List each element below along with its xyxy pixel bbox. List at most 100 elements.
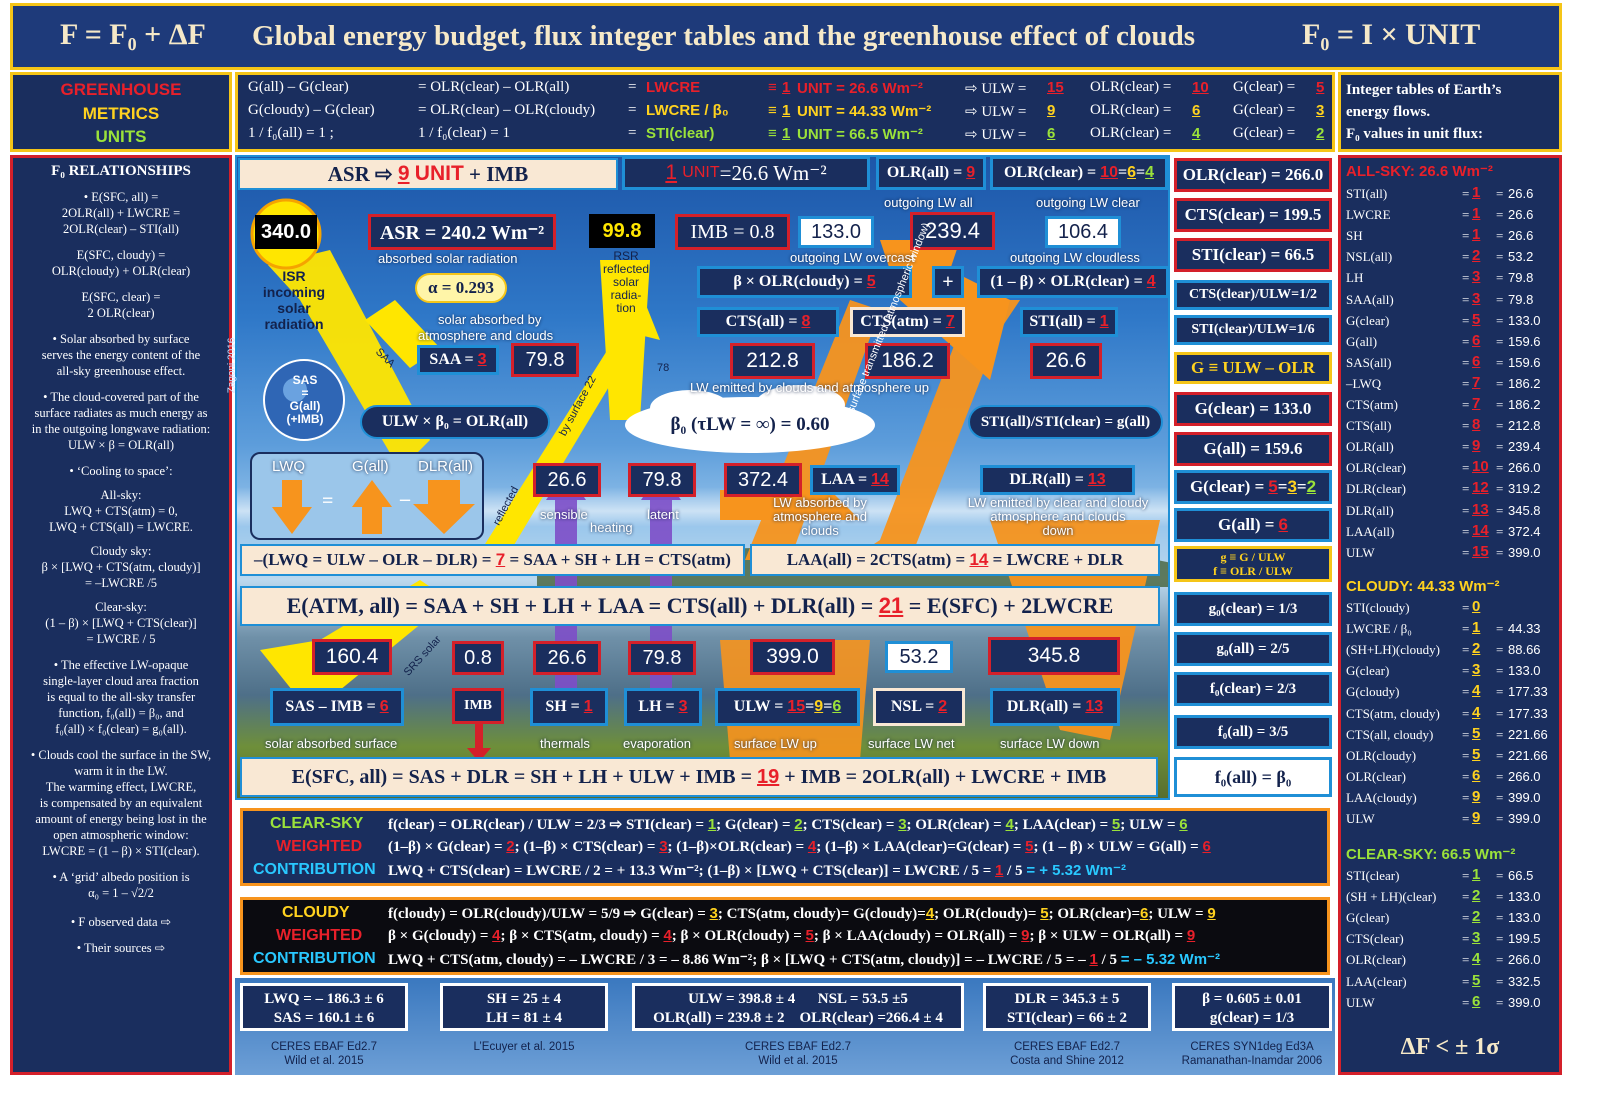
top-row-1-l: G(clear) =: [1233, 79, 1296, 95]
top-row-2-l: G(clear) =: [1233, 102, 1296, 118]
contrib-segment: 3: [898, 816, 907, 833]
left-note-line: = –LWCRE /5: [84, 576, 158, 590]
contrib-row: (1–β) × G(clear) = 2; (1–β) × CTS(clear)…: [388, 838, 1211, 856]
value-26-6-low-box: 26.6: [533, 641, 601, 675]
left-note-line: is equal to the all-sky transfer: [46, 690, 196, 704]
left-note-line: in the outgoing longwave radiation:: [31, 422, 211, 436]
top-row-1-g: UNIT = 26.6 Wm⁻²: [797, 80, 923, 97]
side-box-text: OLR(clear) = 266.0: [1182, 165, 1324, 184]
side-box: G(all) = 6: [1174, 508, 1332, 542]
right-head-box: [1338, 72, 1562, 152]
table-row-equals: =: [1462, 811, 1470, 826]
table-row-integer: 2: [1472, 640, 1481, 658]
table-row-integer: 5: [1472, 745, 1481, 763]
table-row-integer: 2: [1472, 247, 1481, 265]
rsr-label: RSR reflected solar radia-tion: [602, 249, 650, 315]
contrib-segment: 2: [794, 816, 803, 833]
side-box-text: g₀(clear) = 1/3: [1208, 600, 1298, 617]
table-row-integer: 3: [1472, 661, 1481, 679]
left-note-line: Clear-sky:: [95, 600, 147, 614]
table-row-label: OLR(clear): [1346, 768, 1406, 784]
table-row-equals-2: =: [1496, 973, 1504, 989]
left-note-line: LWQ + CTS(atm) = 0,: [64, 504, 178, 518]
clear-contribution-panel: [240, 808, 1330, 886]
contrib-segment: 3: [659, 838, 668, 855]
dlr-emitted-label: LW emitted by clear and cloudy atmosphere…: [967, 495, 1149, 538]
table-row-equals: =: [1462, 354, 1470, 370]
observation-box: [240, 983, 408, 1031]
contrib-segment: ; β × LAA(cloudy) = OLR(all) =: [813, 928, 1022, 944]
contrib-segment: ; β × OLR(cloudy) =: [671, 928, 806, 944]
contrib-segment: = + 5.32 Wm⁻²: [1026, 862, 1126, 879]
table-row-equals-2: =: [1496, 207, 1504, 223]
top-row-2-c: =: [628, 102, 637, 118]
value-26-6-mid-box: 26.6: [533, 463, 601, 497]
left-note-line: E(SFC, clear) =: [81, 290, 161, 304]
g-all-label: G(all): [352, 458, 389, 475]
table-row-equals: =: [1462, 418, 1470, 434]
cloudy-title: CLOUDY: 44.33 Wm⁻²: [1346, 578, 1500, 595]
observation-source-1: CERES EBAF Ed2.7: [1013, 1041, 1121, 1053]
table-row-label: LAA(cloudy): [1346, 789, 1417, 805]
top-row-2-b: = OLR(clear) – OLR(cloudy): [418, 102, 596, 118]
top-row-3-k: 4: [1192, 125, 1201, 142]
table-row-integer: 4: [1472, 950, 1481, 968]
value-53-box: 53.2: [885, 641, 953, 673]
table-row-value: 26.6: [1508, 207, 1534, 223]
contrib-segment: ; OLR(clear)=: [1048, 906, 1141, 922]
value-79-8-mid-box: 79.8: [628, 463, 696, 497]
table-row-value: 177.33: [1508, 705, 1548, 721]
table-row-value: 79.8: [1508, 291, 1534, 307]
contrib-segment: ; (1–β) × CTS(clear) =: [514, 839, 660, 855]
contrib-segment: 9: [1021, 927, 1030, 944]
table-row-equals: =: [1462, 460, 1470, 476]
table-row-equals: =: [1462, 747, 1470, 763]
table-row-value: 266.0: [1508, 460, 1541, 476]
side-box-text: G(clear) = 133.0: [1194, 399, 1312, 418]
table-row-equals: =: [1462, 642, 1470, 658]
credit-label: Zagoni 2016: [226, 337, 238, 394]
header-left-formula: F = F₀ + ΔF: [60, 18, 206, 51]
left-note-line: single-layer cloud area fraction: [43, 674, 199, 688]
table-row-equals: =: [1462, 375, 1470, 391]
contrib-segment: 4: [925, 905, 935, 922]
left-note-line: • Clouds cool the surface in the SW,: [30, 748, 212, 762]
sti-all-box: STI(all) = 1: [1020, 307, 1118, 337]
heating-label: heating: [590, 520, 633, 535]
table-row-equals-2: =: [1496, 354, 1504, 370]
table-row-value: 79.8: [1508, 270, 1534, 286]
table-row-equals: =: [1462, 705, 1470, 721]
side-box-text: G(all) = 159.6: [1203, 439, 1303, 458]
table-row-value: 221.66: [1508, 726, 1548, 742]
table-row-value: 332.5: [1508, 973, 1541, 989]
outgoing-clear-label: outgoing LW clear: [1036, 195, 1140, 210]
table-row-label: LWCRE / β₀: [1346, 621, 1412, 637]
allsky-title: ALL-SKY: 26.6 Wm⁻²: [1346, 163, 1493, 180]
observation-source-1: L’Ecuyer et al. 2015: [473, 1041, 575, 1053]
side-box-part: G(all) =: [1218, 515, 1275, 534]
top-row-1-i: 15: [1047, 79, 1064, 96]
g-up-arrow: [352, 480, 392, 534]
value-399-box: 399.0: [750, 639, 835, 675]
table-row-equals-2: =: [1496, 460, 1504, 476]
observation-line-1: ULW = 398.8 ± 4 NSL = 53.5 ±5: [688, 991, 908, 1007]
table-row-integer: 2: [1472, 887, 1481, 905]
table-row-value: 239.4: [1508, 439, 1541, 455]
metrics-label-units: UNITS: [95, 127, 147, 146]
table-row-equals-2: =: [1496, 747, 1504, 763]
imb-small-box: IMB: [452, 688, 504, 724]
albedo-oval: α = 0.293: [415, 273, 507, 303]
left-note-line: open atmospheric window:: [53, 828, 189, 842]
side-box: G(all) = 159.6: [1174, 432, 1332, 466]
cloudless-label: outgoing LW cloudless: [1010, 250, 1140, 265]
side-box-part: =: [1277, 477, 1288, 496]
table-row-label: OLR(cloudy): [1346, 747, 1417, 763]
side-box: G(clear) = 5 = 3 = 2: [1174, 470, 1332, 504]
table-row-value: 186.2: [1508, 375, 1541, 391]
top-row-1-f: 1: [782, 79, 791, 96]
contrib-segment: ; (1 – β) × ULW = G(all) =: [1033, 839, 1203, 855]
header-title: Global energy budget, flux integer table…: [252, 20, 1195, 52]
table-row-equals-2: =: [1496, 663, 1504, 679]
value-345-box: 345.8: [988, 637, 1120, 675]
table-row-equals: =: [1462, 249, 1470, 265]
